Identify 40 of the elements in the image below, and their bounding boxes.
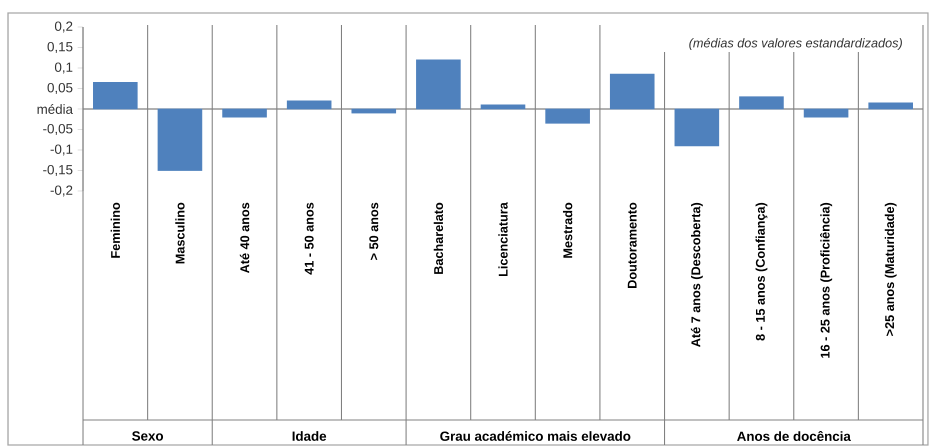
x-tick-label: 41 - 50 anos <box>304 202 314 275</box>
x-tick-label: >25 anos (Maturidade) <box>884 202 897 336</box>
x-tick-label: 16 - 25 anos (Proficiência) <box>820 202 832 358</box>
bar <box>739 96 784 110</box>
x-tick-label: Masculino <box>175 202 185 264</box>
bar <box>351 108 396 114</box>
bar <box>416 59 461 110</box>
bar <box>674 108 720 146</box>
bar <box>93 82 138 110</box>
text: Idade <box>292 431 326 441</box>
y-tick-label: -0,2 <box>50 185 72 197</box>
y-tick-label: -0,15 <box>43 164 72 176</box>
x-tick-label: Até 40 anos <box>240 202 250 274</box>
bar <box>158 108 202 171</box>
bar <box>868 102 913 110</box>
bar <box>480 104 526 110</box>
bar <box>286 100 332 110</box>
x-tick-label: Bacharelato <box>434 202 444 274</box>
bar <box>610 74 655 110</box>
y-tick-label: 0,05 <box>48 82 72 94</box>
y-tick-label: -0,1 <box>50 144 72 156</box>
annotation: (médias dos valores estandardizados) <box>689 38 902 50</box>
x-tick-label: Até 7 anos (Descoberta) <box>690 202 703 347</box>
text: Sexo <box>132 431 164 441</box>
y-tick-label: -0,05 <box>43 124 72 136</box>
y-tick-label: média <box>38 104 73 114</box>
x-tick-label: > 50 anos <box>369 202 378 260</box>
y-tick-label: 0,2 <box>54 21 72 33</box>
x-tick-label: Licenciatura <box>498 202 508 276</box>
text: Grau académico mais elevado <box>440 431 630 441</box>
bar <box>222 108 267 118</box>
x-tick-label: Feminino <box>110 202 120 258</box>
x-tick-label: Doutoramento <box>628 202 637 288</box>
y-tick-label: 0,15 <box>48 42 72 54</box>
bar <box>804 108 848 118</box>
y-tick-label: 0,1 <box>54 62 72 74</box>
text: Anos de docência <box>737 430 851 442</box>
x-tick-label: Mestrado <box>562 202 572 258</box>
x-tick-label: 8 - 15 anos (Confiança) <box>756 202 768 341</box>
bar <box>545 108 590 124</box>
